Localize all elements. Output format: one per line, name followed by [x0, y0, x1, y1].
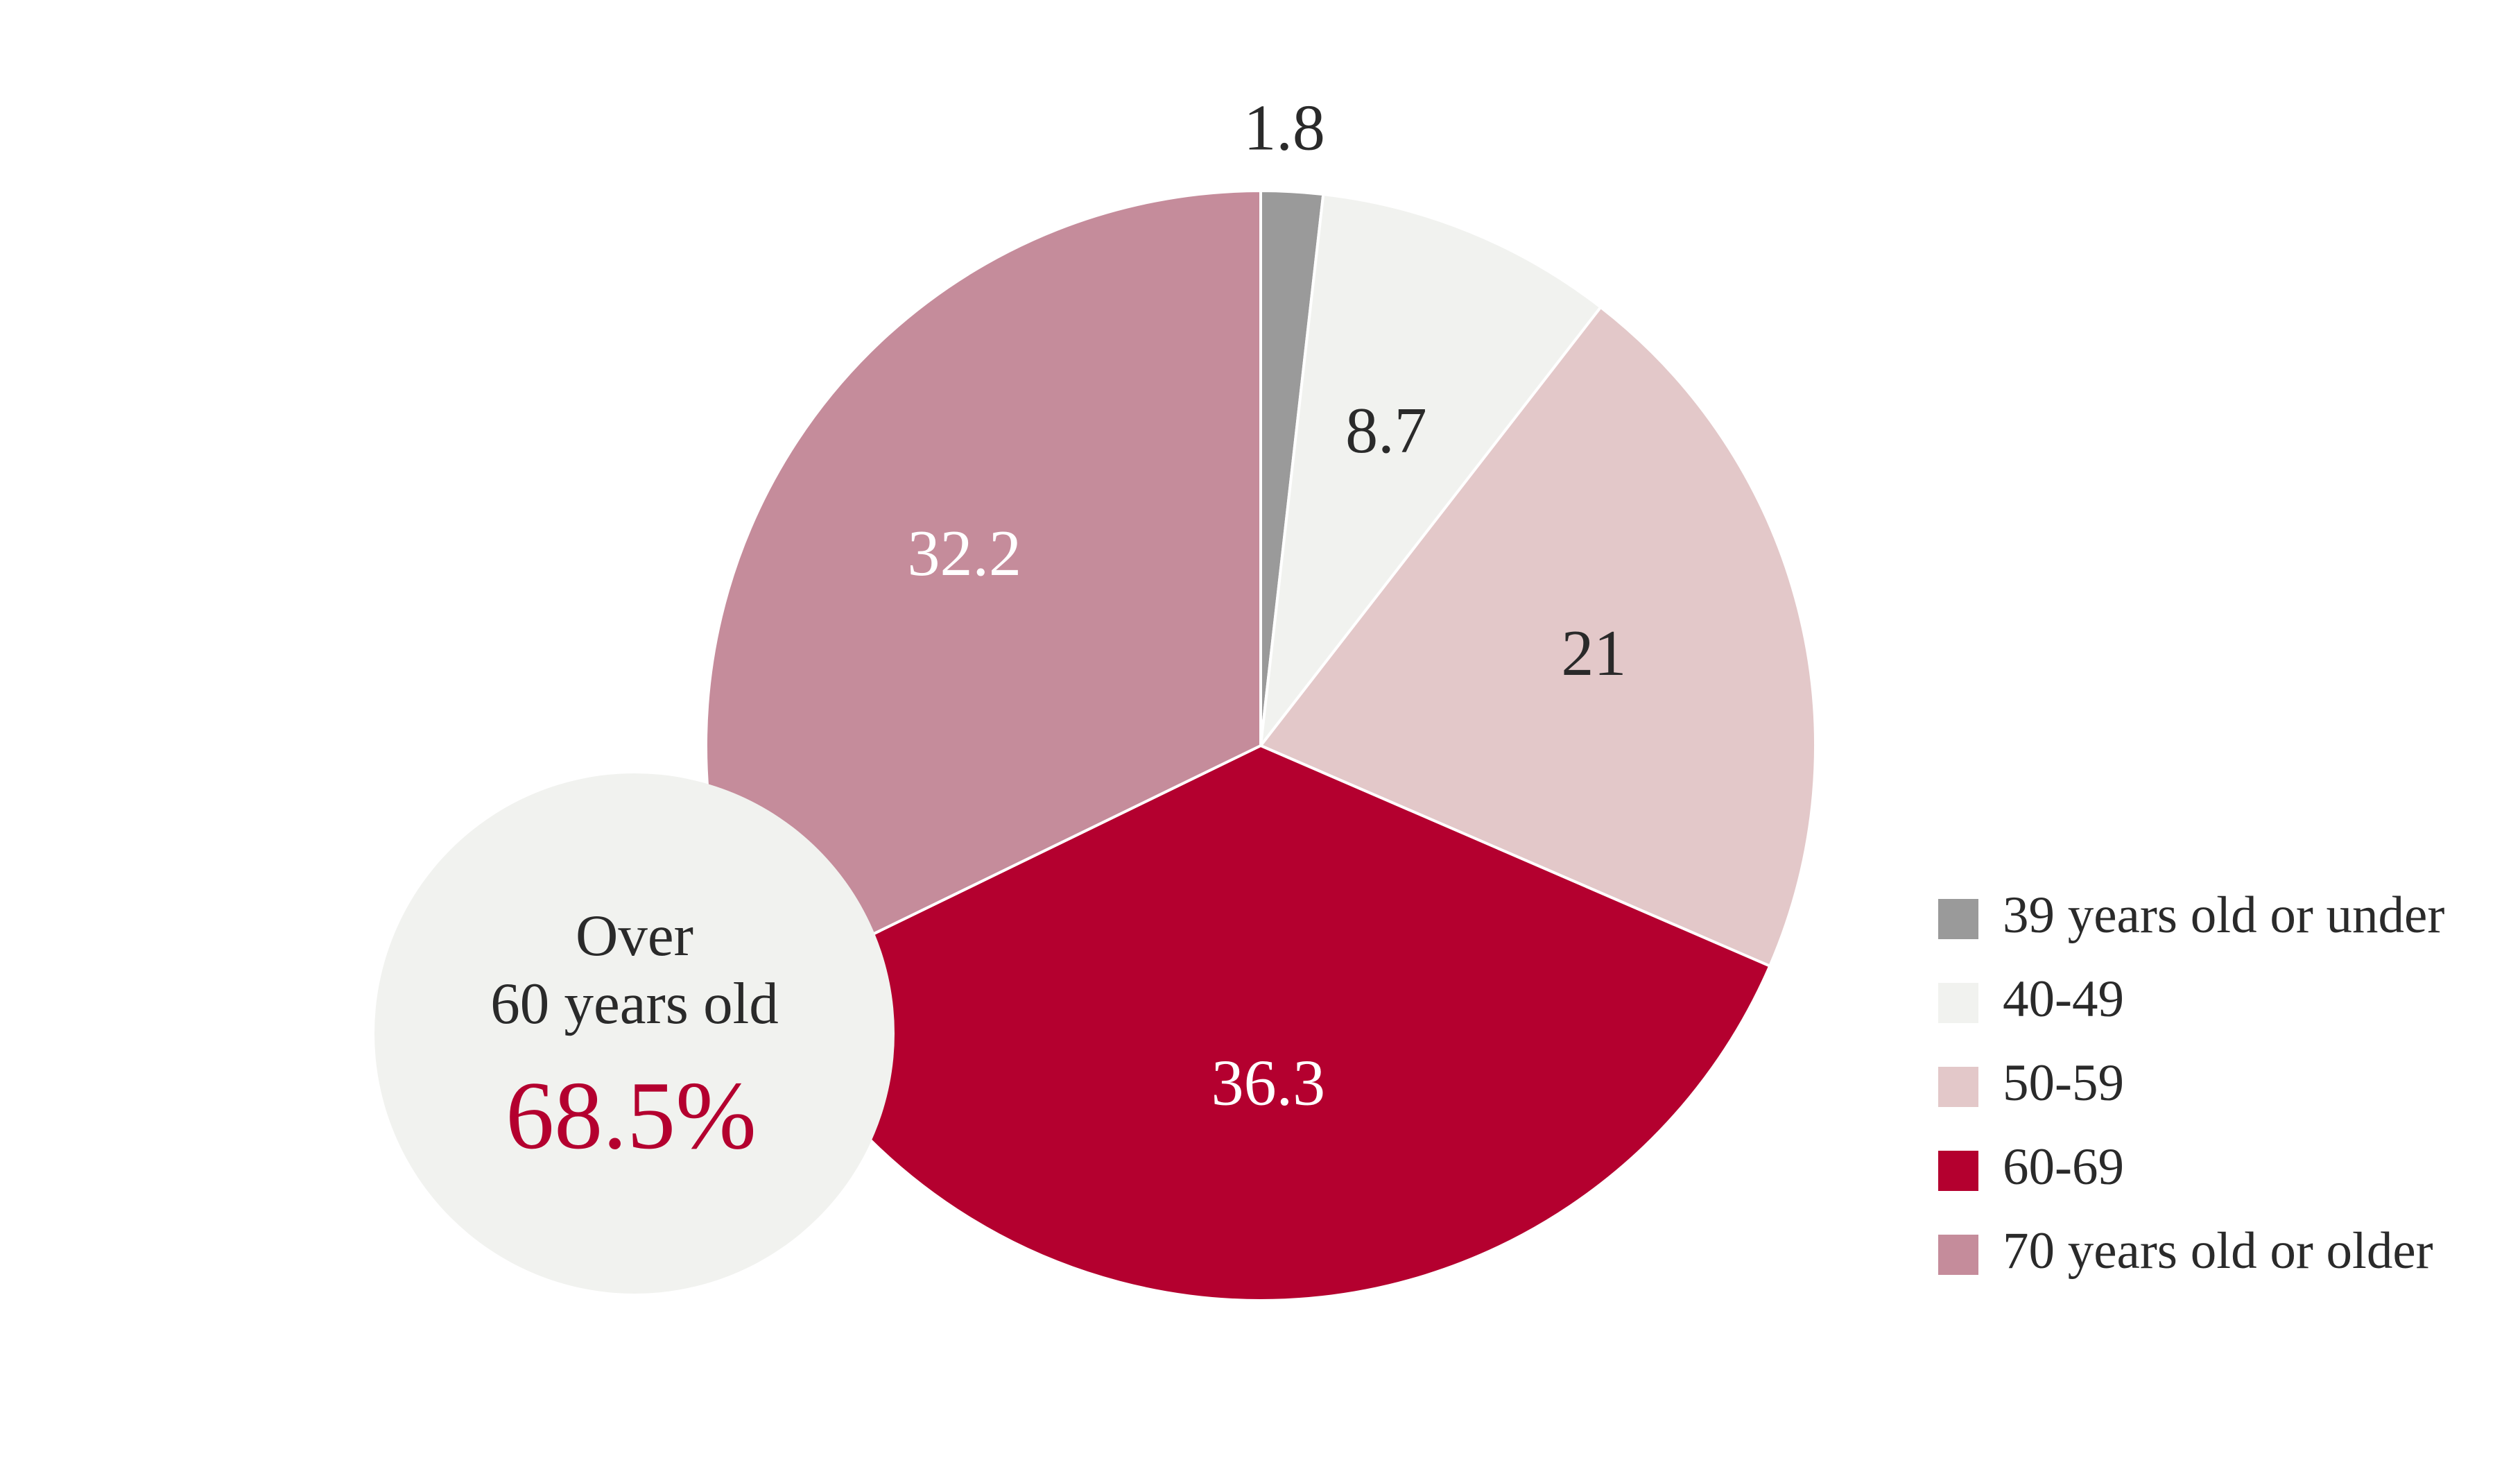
legend-swatch: [1938, 983, 1978, 1023]
slice-value-label: 8.7: [1345, 395, 1427, 467]
pie-slices: [705, 189, 1817, 1302]
slice-value-label: 21: [1561, 617, 1626, 689]
legend-swatch: [1938, 899, 1978, 939]
legend-label: 60-69: [2003, 1138, 2124, 1196]
callout: Over 60 years old 68.5%: [374, 773, 895, 1294]
legend: 39 years old or under 40-49 50-59 60-69 70 y…: [1938, 886, 2444, 1280]
legend-swatch: [1938, 1151, 1978, 1191]
legend-label: 70 years old or older: [2003, 1222, 2433, 1280]
legend-label: 50-59: [2003, 1054, 2124, 1112]
slice-value-label: 36.3: [1211, 1047, 1326, 1119]
pie-slice-50-59: [1258, 305, 1817, 968]
slice-value-label: 1.8: [1243, 92, 1325, 164]
callout-line-2: 60 years old: [490, 971, 778, 1036]
callout-line-1: Over: [576, 903, 693, 968]
legend-label: 39 years old or under: [2003, 886, 2444, 944]
callout-circle: [374, 773, 895, 1294]
legend-label: 40-49: [2003, 970, 2124, 1028]
legend-swatch: [1938, 1235, 1978, 1275]
slice-value-label: 32.2: [908, 517, 1022, 590]
callout-value: 68.5%: [506, 1062, 757, 1169]
pie-slice-labels: 1.8 8.7 21 36.3 32.2: [908, 92, 1627, 1120]
pie-slice-40-49: [1259, 192, 1603, 751]
legend-swatch: [1938, 1067, 1978, 1107]
pie-slice-60-69: [759, 744, 1772, 1302]
